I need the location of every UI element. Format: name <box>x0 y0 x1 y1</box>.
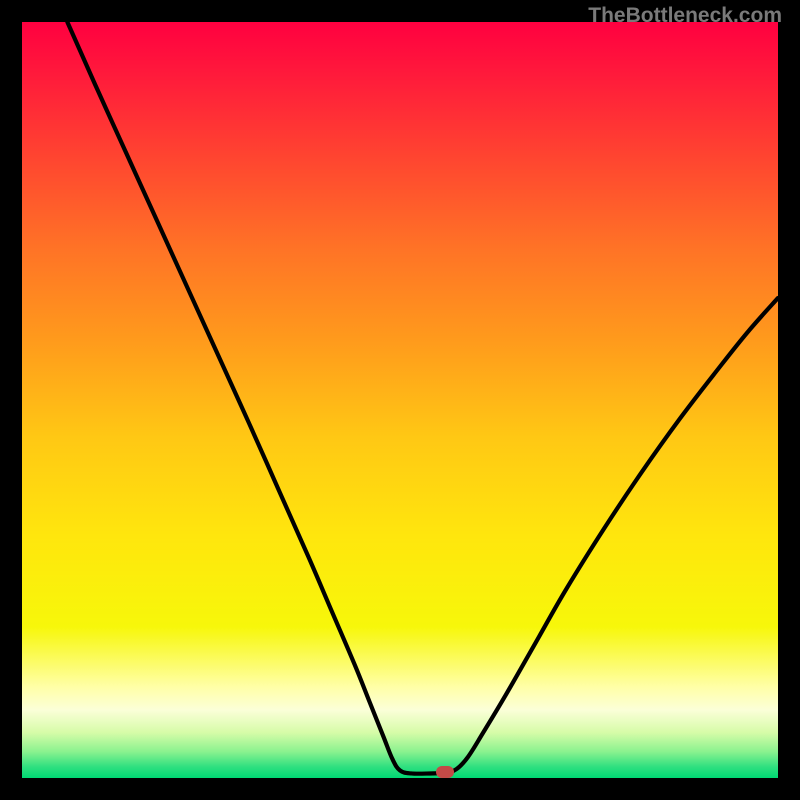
optimal-point-marker <box>436 766 454 778</box>
plot-area <box>22 22 778 778</box>
watermark-text: TheBottleneck.com <box>588 4 782 28</box>
chart-container: TheBottleneck.com <box>0 0 800 800</box>
bottleneck-curve <box>22 22 778 778</box>
